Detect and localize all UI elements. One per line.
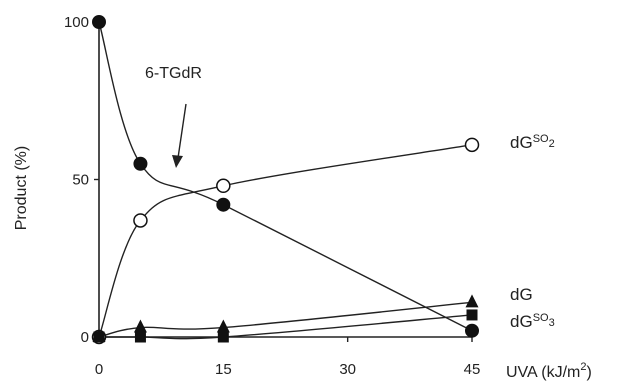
ticks: 0 15 30 45 0 50 100 — [64, 14, 480, 378]
label-dgso2-main: dG — [510, 133, 533, 152]
label-dgso3-main: dG — [510, 312, 533, 331]
curves — [98, 21, 473, 340]
x-tick-label: 30 — [339, 361, 356, 378]
x-axis-title: UVA (kJ/m2) — [506, 361, 592, 381]
point-marker-0 — [216, 197, 231, 212]
point-marker-3 — [217, 331, 229, 343]
x-tick-label: 15 — [215, 361, 232, 378]
point-marker-0 — [465, 323, 479, 338]
x-axis-title-sup: 2 — [580, 361, 586, 373]
series-line-3 — [98, 314, 473, 340]
markers — [91, 15, 480, 345]
x-axis-title-text: UVA (kJ/m — [506, 364, 580, 381]
label-dgso2-sub: 2 — [549, 138, 555, 150]
label-dgso3-sup: SO — [533, 312, 549, 324]
label-dgso3-sub: 3 — [549, 317, 555, 329]
point-marker-1 — [216, 178, 231, 194]
y-tick-label: 50 — [72, 172, 89, 189]
point-marker-2 — [133, 319, 147, 333]
point-marker-2 — [465, 294, 479, 308]
y-tick-label: 100 — [64, 14, 89, 31]
y-axis-title: Product (%) — [13, 146, 30, 230]
point-marker-1 — [133, 213, 148, 228]
x-tick-label: 0 — [95, 361, 103, 378]
series-line-2 — [98, 301, 473, 338]
label-dgso3: dGSO3 — [510, 312, 555, 331]
point-marker-0 — [133, 156, 148, 171]
annotation-arrow — [172, 103, 187, 168]
label-dgso2: dGSO2 — [510, 133, 555, 152]
y-tick-label: 0 — [81, 329, 89, 346]
x-axis-title-close: ) — [587, 364, 592, 381]
point-marker-2 — [216, 319, 230, 333]
x-tick-label: 45 — [464, 361, 481, 378]
annotation-label: 6-TGdR — [145, 65, 202, 82]
label-dg-main: dG — [510, 285, 533, 304]
point-marker-3 — [134, 331, 146, 343]
point-marker-3 — [93, 331, 105, 343]
label-dgso2-sup: SO — [533, 133, 549, 145]
point-marker-3 — [466, 309, 478, 321]
label-dg: dG — [510, 285, 533, 304]
annotation-arrow-shaft — [177, 103, 187, 159]
point-marker-1 — [464, 137, 480, 153]
series-line-1 — [98, 144, 473, 338]
series-line-0 — [98, 21, 473, 332]
annotation-arrow-head — [172, 155, 183, 168]
point-marker-0 — [92, 15, 106, 29]
